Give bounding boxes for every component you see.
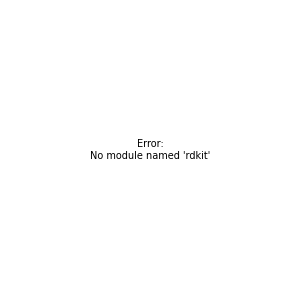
- Text: Error:
No module named 'rdkit': Error: No module named 'rdkit': [90, 139, 210, 161]
